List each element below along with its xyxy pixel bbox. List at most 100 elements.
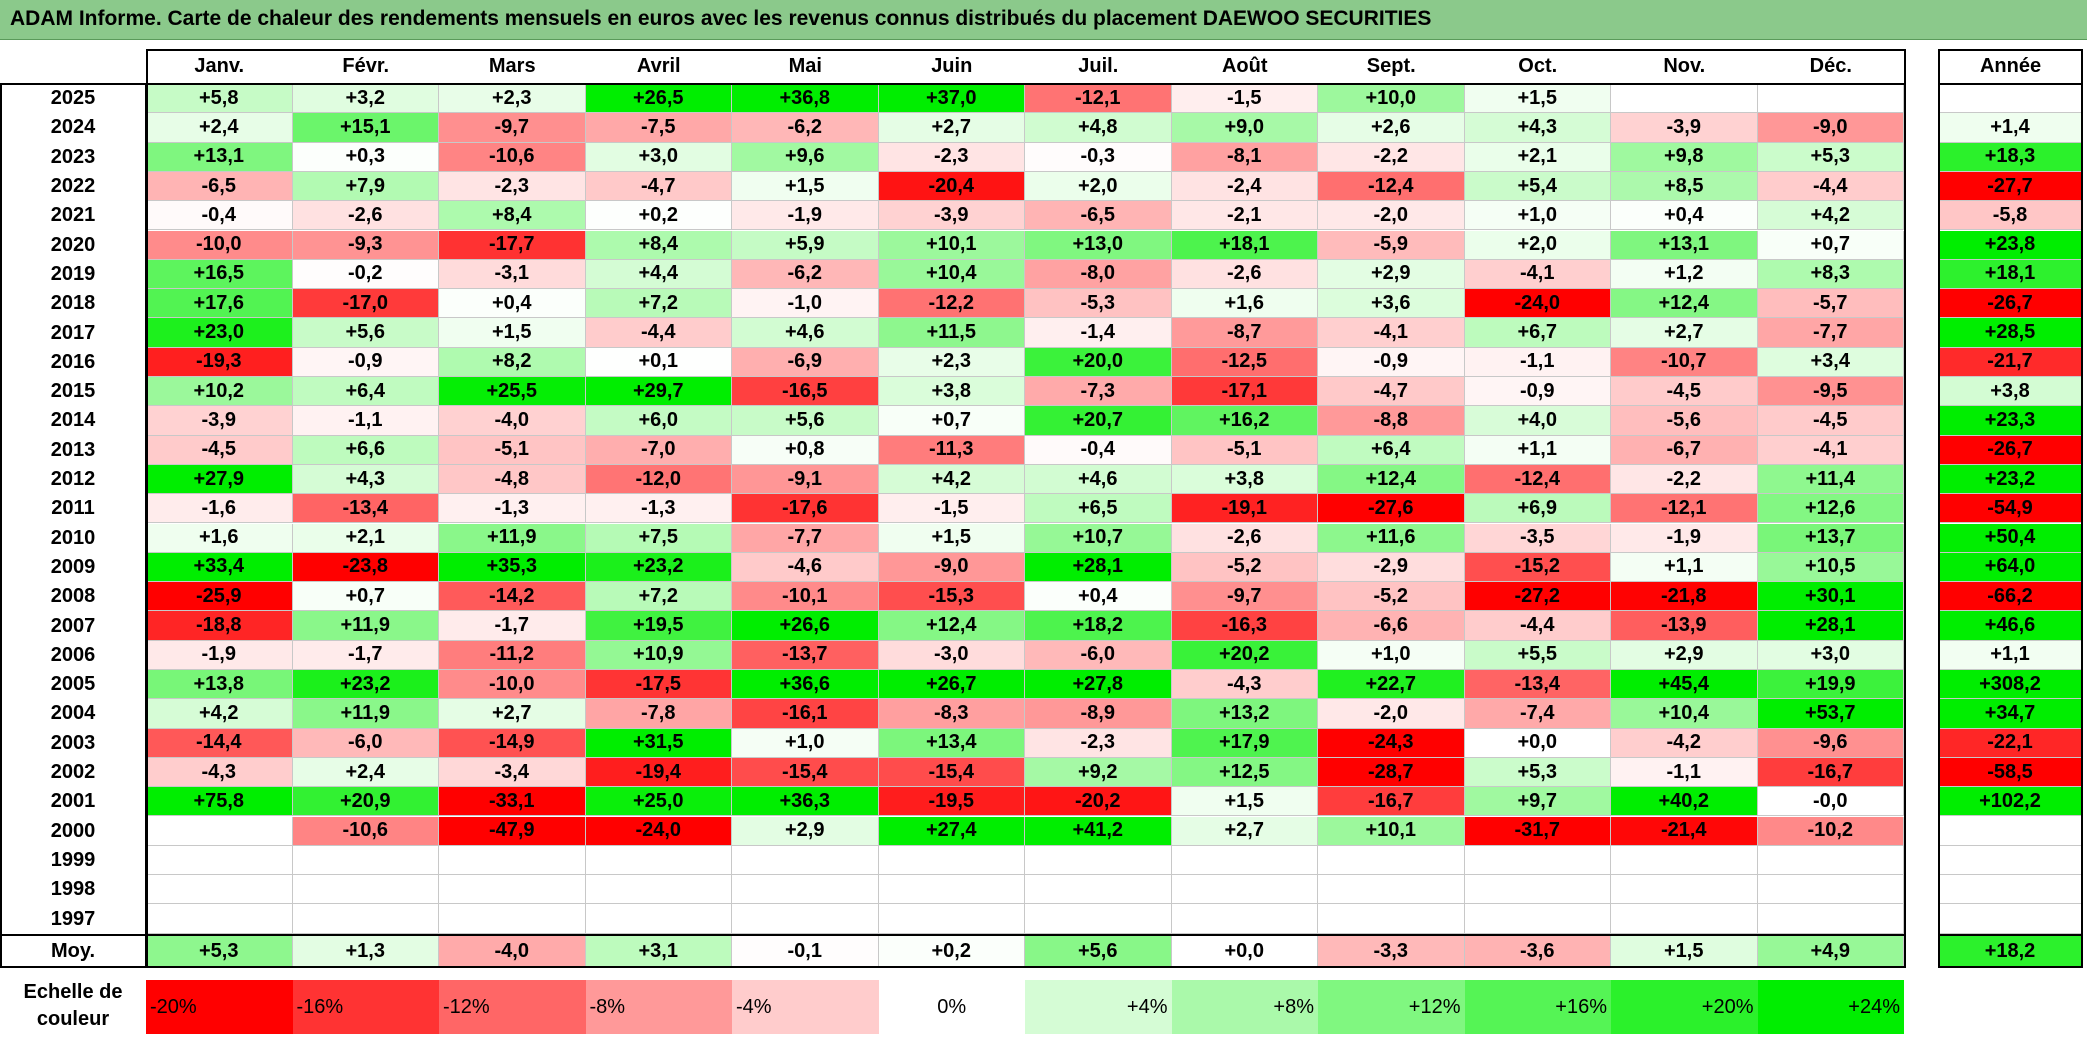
- heatmap-cell: -9,7: [439, 113, 586, 143]
- heatmap-cell: +6,0: [585, 406, 732, 436]
- heatmap-cell: +37,0: [878, 84, 1025, 114]
- heatmap-cell: [878, 845, 1025, 876]
- heatmap-cell: +3,2: [292, 84, 439, 114]
- annual-cell: +50,4: [1938, 523, 2083, 553]
- heatmap-cell: +4,3: [292, 464, 439, 495]
- heatmap-cell: -2,3: [878, 142, 1025, 172]
- heatmap-cell: +22,7: [1318, 670, 1465, 700]
- heatmap-cell: -7,7: [732, 523, 879, 553]
- heatmap-cell: +1,5: [439, 318, 586, 348]
- heatmap-cell: -4,1: [1757, 435, 1904, 465]
- month-header: Janv.: [194, 55, 245, 77]
- annual-cell: +1,4: [1938, 113, 2083, 143]
- heatmap-cell: -6,5: [1025, 201, 1172, 231]
- heatmap-cell: +35,3: [439, 552, 586, 583]
- heatmap-cell: +4,6: [1025, 464, 1172, 495]
- heatmap-cell: +17,6: [146, 289, 293, 319]
- heatmap-cell: -4,4: [585, 318, 732, 348]
- heatmap-cell: +20,0: [1025, 347, 1172, 377]
- heatmap-cell: -2,9: [1318, 552, 1465, 583]
- heatmap-cell: +4,2: [878, 464, 1025, 495]
- scale-stop: -4%: [732, 980, 879, 1034]
- heatmap-cell: [732, 845, 879, 876]
- heatmap-cell: -6,2: [732, 113, 879, 143]
- heatmap-cell: -11,3: [878, 435, 1025, 465]
- heatmap-cell: -19,4: [585, 757, 732, 788]
- heatmap-cell: +2,0: [1025, 171, 1172, 202]
- annual-header: Année: [1979, 55, 2042, 77]
- heatmap-cell: -12,4: [1318, 171, 1465, 202]
- heatmap-cell: -21,8: [1611, 582, 1758, 612]
- heatmap-cell: -14,2: [439, 582, 586, 612]
- heatmap-cell: -4,6: [732, 552, 879, 583]
- year-label: 2001: [50, 790, 96, 813]
- average-separator: [0, 934, 1905, 936]
- heatmap-cell: -6,6: [1318, 611, 1465, 641]
- heatmap-cell: -19,1: [1171, 494, 1318, 524]
- heatmap-cell: -24,0: [1464, 289, 1611, 319]
- heatmap-cell: [1464, 904, 1611, 934]
- heatmap-cell: +2,0: [1464, 230, 1611, 260]
- heatmap-cell: +27,9: [146, 464, 293, 495]
- heatmap-cell: [732, 875, 879, 905]
- heatmap-cell: -7,4: [1464, 699, 1611, 729]
- heatmap-cell: +12,4: [1318, 464, 1465, 495]
- month-header: Sept.: [1366, 55, 1416, 77]
- heatmap-cell: -0,9: [292, 347, 439, 377]
- heatmap-cell: [1025, 904, 1172, 934]
- annual-cell: +23,2: [1938, 464, 2083, 495]
- heatmap-cell: +0,7: [1757, 230, 1904, 260]
- heatmap-cell: +9,0: [1171, 113, 1318, 143]
- heatmap-cell: +20,9: [292, 787, 439, 817]
- heatmap-cell: -0,4: [1025, 435, 1172, 465]
- heatmap-cell: +18,1: [1171, 230, 1318, 260]
- heatmap-cell: [146, 904, 293, 934]
- heatmap-cell: +4,4: [585, 259, 732, 290]
- heatmap-cell: -8,1: [1171, 142, 1318, 172]
- heatmap-cell: +9,7: [1464, 787, 1611, 817]
- heatmap-cell: -6,9: [732, 347, 879, 377]
- heatmap-cell: [1171, 904, 1318, 934]
- month-header: Mai: [788, 55, 822, 77]
- heatmap-cell: -1,9: [1611, 523, 1758, 553]
- heatmap-cell: -2,3: [1025, 728, 1172, 758]
- annual-cell: -27,7: [1938, 171, 2083, 202]
- heatmap-cell: -6,0: [292, 728, 439, 758]
- heatmap-cell: +10,2: [146, 377, 293, 407]
- heatmap-cell: +4,0: [1464, 406, 1611, 436]
- heatmap-cell: [146, 875, 293, 905]
- heatmap-cell: -13,9: [1611, 611, 1758, 641]
- heatmap-cell: -16,1: [732, 699, 879, 729]
- scale-stop: +4%: [1025, 980, 1172, 1034]
- heatmap-cell: +26,6: [732, 611, 879, 641]
- heatmap-cell: -2,2: [1318, 142, 1465, 172]
- heatmap-cell: +1,0: [1464, 201, 1611, 231]
- heatmap-cell: -4,5: [1611, 377, 1758, 407]
- heatmap-cell: -1,1: [1611, 757, 1758, 788]
- heatmap-cell: -4,1: [1318, 318, 1465, 348]
- heatmap-cell: +3,8: [878, 377, 1025, 407]
- heatmap-cell: -10,0: [439, 670, 586, 700]
- scale-stop: 0%: [878, 980, 1025, 1034]
- heatmap-cell: -1,9: [146, 640, 293, 670]
- heatmap-cell: [1318, 875, 1465, 905]
- heatmap-cell: +13,8: [146, 670, 293, 700]
- heatmap-cell: +9,6: [732, 142, 879, 172]
- annual-cell: +1,1: [1938, 640, 2083, 670]
- heatmap-cell: -24,0: [585, 816, 732, 846]
- heatmap-cell: -17,1: [1171, 377, 1318, 407]
- heatmap-cell: +13,1: [1611, 230, 1758, 260]
- heatmap-cell: +2,1: [1464, 142, 1611, 172]
- annual-cell: -58,5: [1938, 757, 2083, 788]
- heatmap-cell: +2,3: [439, 84, 586, 114]
- heatmap-cell: -24,3: [1318, 728, 1465, 758]
- annual-cell: +3,8: [1938, 377, 2083, 407]
- heatmap-cell: [1757, 84, 1904, 114]
- scale-stop: +24%: [1757, 980, 1904, 1034]
- year-label: 2006: [50, 643, 96, 666]
- heatmap-cell: -5,1: [439, 435, 586, 465]
- heatmap-cell: +2,9: [1611, 640, 1758, 670]
- heatmap-cell: -16,7: [1318, 787, 1465, 817]
- heatmap-cell: +2,4: [146, 113, 293, 143]
- heatmap-cell: +1,0: [1318, 640, 1465, 670]
